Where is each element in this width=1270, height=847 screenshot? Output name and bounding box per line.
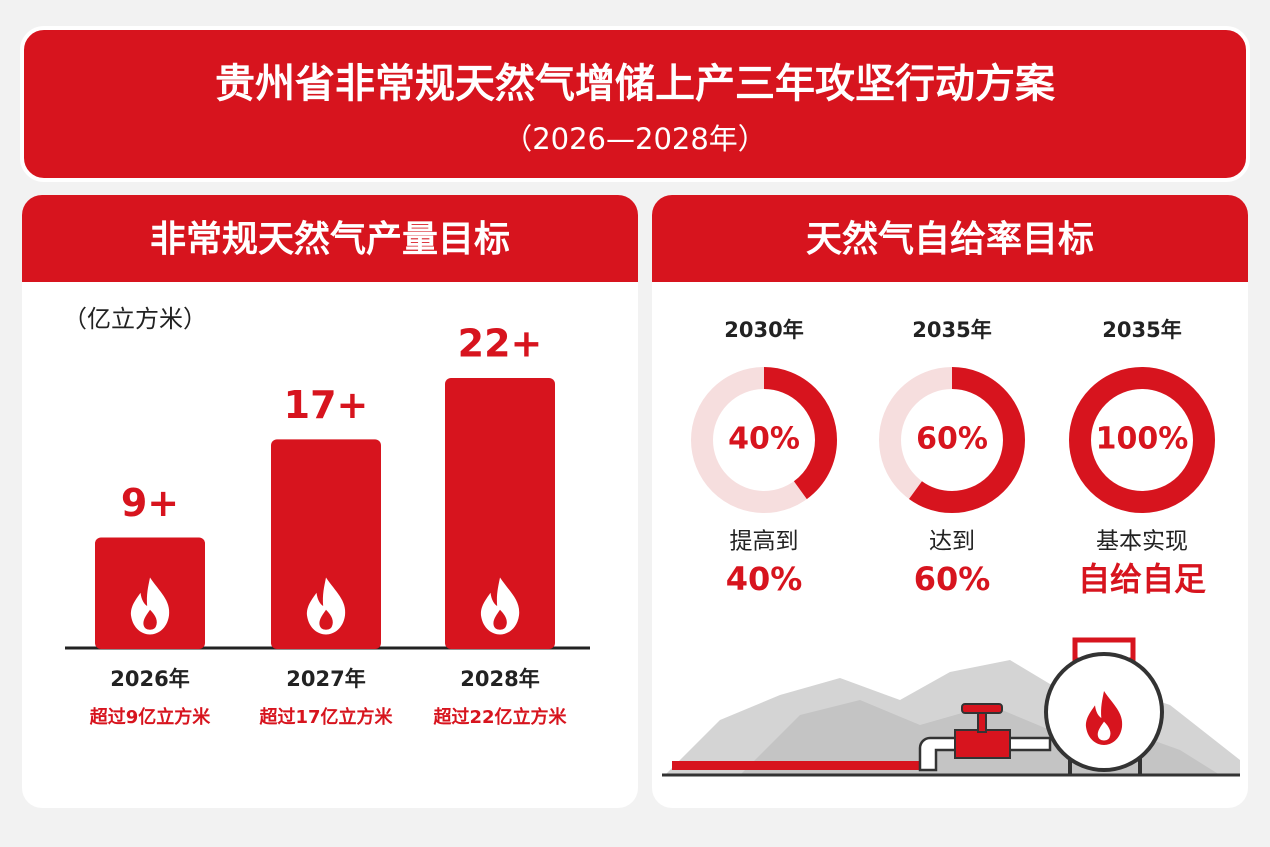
bar	[271, 439, 381, 649]
bar	[445, 378, 555, 649]
value-label: 9+	[121, 481, 179, 525]
category-label: 2035年	[1102, 318, 1181, 342]
flame-icon	[130, 577, 170, 635]
subtitle: （2026—2028年）	[503, 122, 767, 156]
highlight: 40%	[726, 560, 803, 598]
valve-wheel	[961, 703, 1003, 714]
panel-title: 天然气自给率目标	[806, 218, 1094, 260]
category-label: 2030年	[724, 318, 803, 342]
donut-arc	[1069, 367, 1215, 513]
donut-arc	[691, 367, 837, 513]
pipe	[672, 761, 922, 770]
highlight: 60%	[914, 560, 991, 598]
right-panel-header	[652, 195, 1248, 282]
title: 贵州省非常规天然气增储上产三年攻坚行动方案	[215, 61, 1056, 107]
valve	[954, 729, 1011, 759]
caption: 达到	[929, 529, 975, 555]
flame-icon	[480, 577, 520, 635]
value-label: 100%	[1096, 422, 1189, 457]
caption: 基本实现	[1096, 529, 1188, 555]
category-label: 2028年	[460, 667, 539, 691]
flame-icon	[306, 577, 346, 635]
value-label: 17+	[284, 383, 369, 427]
panel-title: 非常规天然气产量目标	[150, 218, 510, 260]
landscape	[662, 637, 1240, 777]
highlight: 自给自足	[1078, 560, 1206, 598]
value-label: 22+	[458, 322, 543, 366]
donut-arc	[879, 367, 1025, 513]
note: 超过17亿立方米	[259, 706, 393, 728]
value-label: 60%	[916, 422, 988, 457]
category-label: 2027年	[286, 667, 365, 691]
category-label: 2026年	[110, 667, 189, 691]
valve-stem	[977, 711, 987, 733]
value-label: 40%	[728, 422, 800, 457]
note: 超过22亿立方米	[433, 706, 567, 728]
left-panel-header	[22, 195, 638, 282]
category-label: 2035年	[912, 318, 991, 342]
flame-icon	[1085, 691, 1123, 745]
note: 超过9亿立方米	[90, 706, 212, 728]
caption: 提高到	[730, 529, 799, 555]
header-box	[20, 26, 1250, 182]
unit-label: （亿立方米）	[63, 305, 207, 333]
